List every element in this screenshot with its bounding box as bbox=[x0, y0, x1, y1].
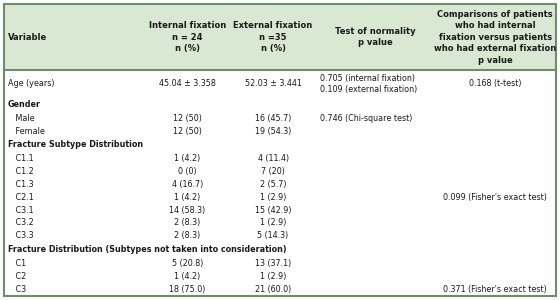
Text: 16 (45.7): 16 (45.7) bbox=[255, 114, 291, 123]
Text: 2 (5.7): 2 (5.7) bbox=[260, 180, 286, 189]
Text: Variable: Variable bbox=[8, 33, 47, 42]
Text: Female: Female bbox=[8, 127, 45, 136]
Text: 1 (4.2): 1 (4.2) bbox=[174, 193, 200, 202]
Text: 13 (37.1): 13 (37.1) bbox=[255, 259, 291, 268]
Text: 0.705 (internal fixation)
0.109 (external fixation): 0.705 (internal fixation) 0.109 (externa… bbox=[320, 74, 417, 94]
Text: 0.746 (Chi-square test): 0.746 (Chi-square test) bbox=[320, 114, 412, 123]
Text: Age (years): Age (years) bbox=[8, 80, 54, 88]
Text: 14 (58.3): 14 (58.3) bbox=[170, 206, 206, 214]
Text: 45.04 ± 3.358: 45.04 ± 3.358 bbox=[159, 80, 216, 88]
Text: C1.3: C1.3 bbox=[8, 180, 34, 189]
Text: 19 (54.3): 19 (54.3) bbox=[255, 127, 291, 136]
Text: 5 (20.8): 5 (20.8) bbox=[172, 259, 203, 268]
Text: 1 (4.2): 1 (4.2) bbox=[174, 154, 200, 163]
Text: 0.168 (t-test): 0.168 (t-test) bbox=[469, 80, 521, 88]
Text: 15 (42.9): 15 (42.9) bbox=[255, 206, 291, 214]
Text: 12 (50): 12 (50) bbox=[173, 127, 202, 136]
Text: C3.3: C3.3 bbox=[8, 231, 34, 240]
Text: C1: C1 bbox=[8, 259, 26, 268]
Text: Fracture Subtype Distribution: Fracture Subtype Distribution bbox=[8, 140, 143, 149]
Text: 2 (8.3): 2 (8.3) bbox=[174, 231, 200, 240]
Text: 5 (14.3): 5 (14.3) bbox=[258, 231, 289, 240]
Text: C2.1: C2.1 bbox=[8, 193, 34, 202]
Text: Fracture Distribution (Subtypes not taken into consideration): Fracture Distribution (Subtypes not take… bbox=[8, 245, 287, 254]
Text: 52.03 ± 3.441: 52.03 ± 3.441 bbox=[245, 80, 301, 88]
Text: Comparisons of patients
who had internal
fixation versus patients
who had extern: Comparisons of patients who had internal… bbox=[434, 10, 557, 64]
Text: 4 (16.7): 4 (16.7) bbox=[172, 180, 203, 189]
Text: 2 (8.3): 2 (8.3) bbox=[174, 218, 200, 227]
Text: 0.371 (Fisher's exact test): 0.371 (Fisher's exact test) bbox=[444, 285, 547, 294]
Bar bbox=[4, 4, 556, 70]
Text: 1 (2.9): 1 (2.9) bbox=[260, 218, 286, 227]
Text: 0.099 (Fisher's exact test): 0.099 (Fisher's exact test) bbox=[444, 193, 547, 202]
Text: 0 (0): 0 (0) bbox=[178, 167, 197, 176]
Text: 1 (2.9): 1 (2.9) bbox=[260, 272, 286, 281]
Text: C3.2: C3.2 bbox=[8, 218, 34, 227]
Text: 7 (20): 7 (20) bbox=[261, 167, 285, 176]
Text: C1.2: C1.2 bbox=[8, 167, 34, 176]
Text: External fixation
n =35
n (%): External fixation n =35 n (%) bbox=[234, 21, 312, 53]
Text: 21 (60.0): 21 (60.0) bbox=[255, 285, 291, 294]
Text: 18 (75.0): 18 (75.0) bbox=[169, 285, 206, 294]
Text: Internal fixation
n = 24
n (%): Internal fixation n = 24 n (%) bbox=[149, 21, 226, 53]
Text: Gender: Gender bbox=[8, 100, 41, 109]
Text: Male: Male bbox=[8, 114, 35, 123]
Text: 12 (50): 12 (50) bbox=[173, 114, 202, 123]
Text: C3: C3 bbox=[8, 285, 26, 294]
Text: C3.1: C3.1 bbox=[8, 206, 34, 214]
Text: Test of normality
p value: Test of normality p value bbox=[335, 27, 416, 47]
Text: 4 (11.4): 4 (11.4) bbox=[258, 154, 288, 163]
Text: C1.1: C1.1 bbox=[8, 154, 34, 163]
Text: C2: C2 bbox=[8, 272, 26, 281]
Text: 1 (2.9): 1 (2.9) bbox=[260, 193, 286, 202]
Text: 1 (4.2): 1 (4.2) bbox=[174, 272, 200, 281]
